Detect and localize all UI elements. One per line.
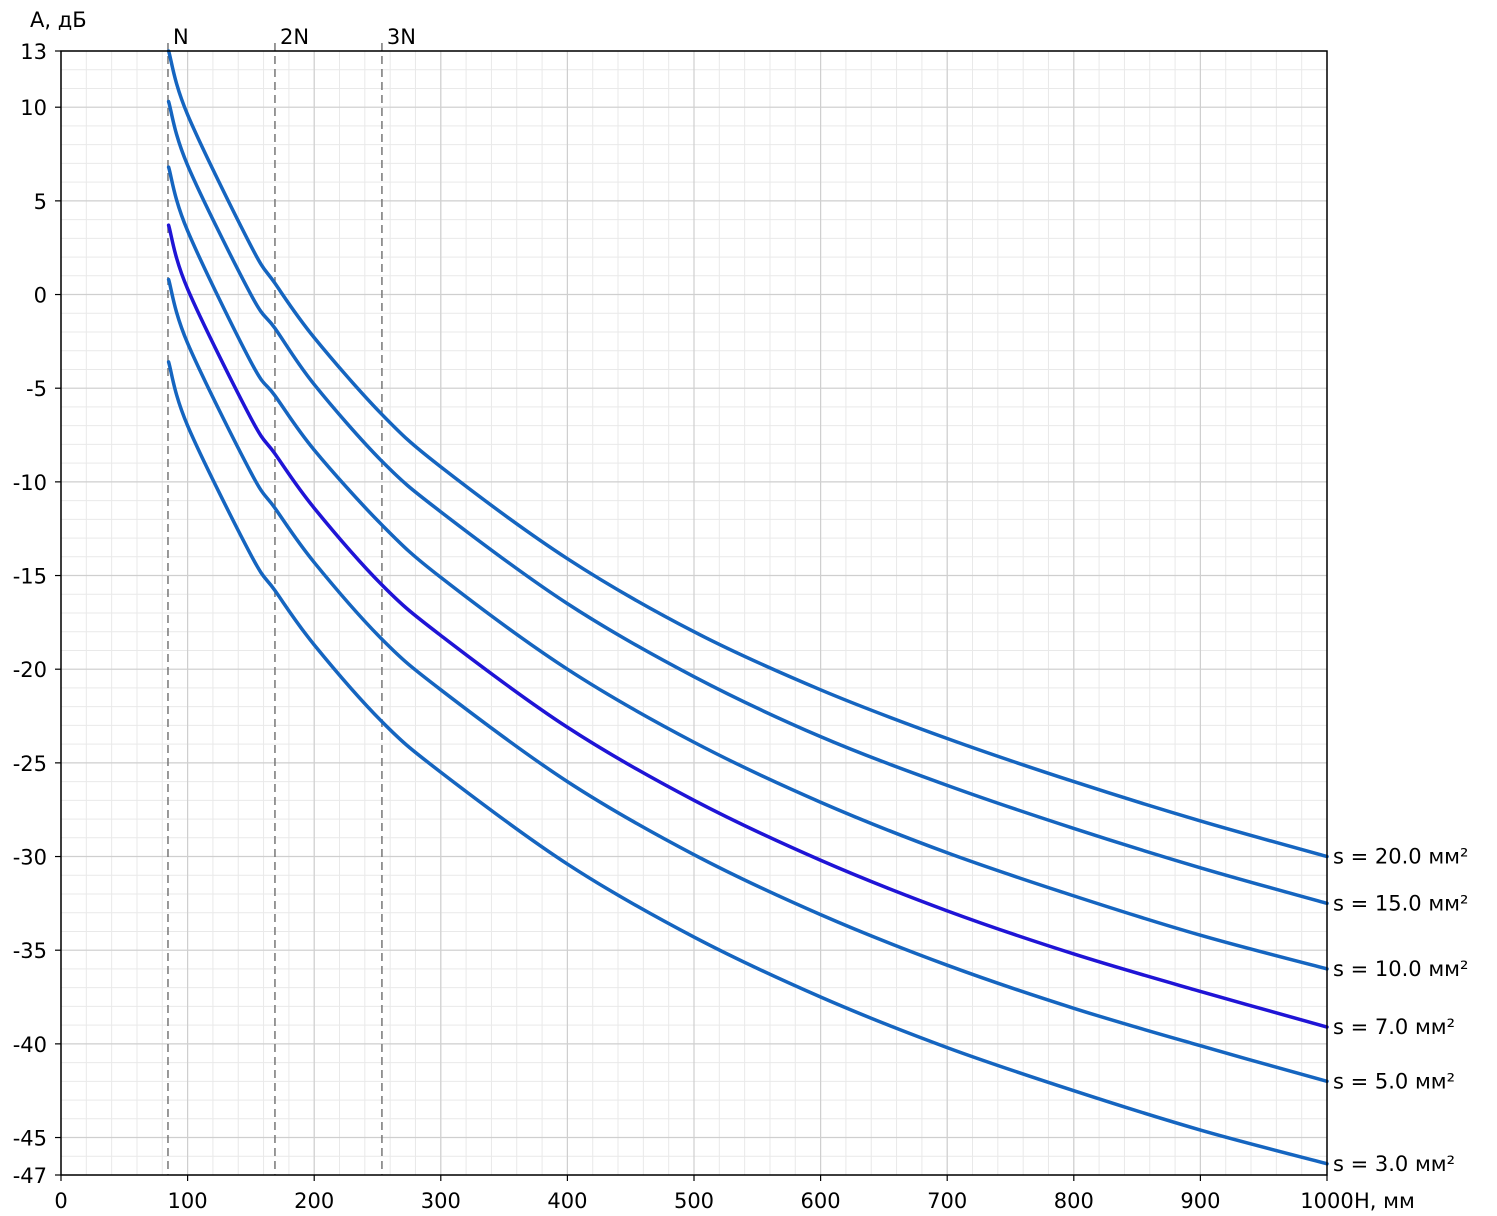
series-label: s = 10.0 мм² — [1333, 957, 1468, 981]
x-tick-label: 0 — [54, 1189, 67, 1213]
series-labels: s = 20.0 мм² s = 15.0 мм² s = 10.0 мм² s = … — [1333, 845, 1468, 1176]
series-line — [166, 360, 1329, 1166]
y-tick-label: -20 — [13, 658, 47, 682]
series-label: s = 20.0 мм² — [1333, 845, 1468, 869]
y-tick-label: -5 — [26, 377, 47, 401]
x-tick-label: 800 — [1054, 1189, 1094, 1213]
y-tick-label: -15 — [13, 565, 47, 589]
series-label: s = 7.0 мм² — [1333, 1015, 1455, 1039]
x-tick-label: 900 — [1180, 1189, 1220, 1213]
y-tick-label: -10 — [13, 471, 47, 495]
x-tick-label: 100 — [168, 1189, 208, 1213]
y-tick-label: -47 — [13, 1164, 47, 1188]
series-line — [166, 165, 1329, 971]
y-tick-label: 10 — [20, 96, 47, 120]
near-field-markers: N 2N 3N — [167, 25, 416, 1175]
y-tick-label: -35 — [13, 939, 47, 963]
x-tick-label: 1000 — [1300, 1189, 1353, 1213]
y-tick-label: -30 — [13, 846, 47, 870]
marker-label: 3N — [387, 25, 416, 49]
y-tick-label: 0 — [34, 284, 47, 308]
x-tick-label: 400 — [547, 1189, 587, 1213]
series-line — [166, 99, 1329, 906]
x-axis-label: H, мм — [1354, 1189, 1415, 1213]
y-tick-labels: 13 10 5 0 -5 -10 -15 -20 -25 -30 -35 -40 -45 -47 — [13, 40, 61, 1188]
x-tick-label: 200 — [294, 1189, 334, 1213]
marker-label: 2N — [280, 25, 309, 49]
series-line — [166, 277, 1329, 1084]
y-tick-label: -45 — [13, 1127, 47, 1151]
marker-label: N — [173, 25, 189, 49]
y-axis-label: A, дБ — [30, 8, 87, 32]
x-tick-label: 500 — [674, 1189, 714, 1213]
series-line — [166, 223, 1329, 1029]
series-label: s = 15.0 мм² — [1333, 891, 1468, 915]
x-tick-labels: 0 100 200 300 400 500 600 700 800 900 1000 — [54, 1175, 1354, 1213]
y-tick-label: -25 — [13, 752, 47, 776]
x-tick-label: 300 — [421, 1189, 461, 1213]
series-line — [166, 49, 1329, 859]
y-tick-label: 13 — [20, 40, 47, 64]
y-tick-label: -40 — [13, 1033, 47, 1057]
x-tick-label: 600 — [801, 1189, 841, 1213]
series-lines — [166, 49, 1329, 1166]
y-tick-label: 5 — [34, 190, 47, 214]
x-tick-label: 700 — [927, 1189, 967, 1213]
series-label: s = 3.0 мм² — [1333, 1152, 1455, 1176]
series-label: s = 5.0 мм² — [1333, 1069, 1455, 1093]
